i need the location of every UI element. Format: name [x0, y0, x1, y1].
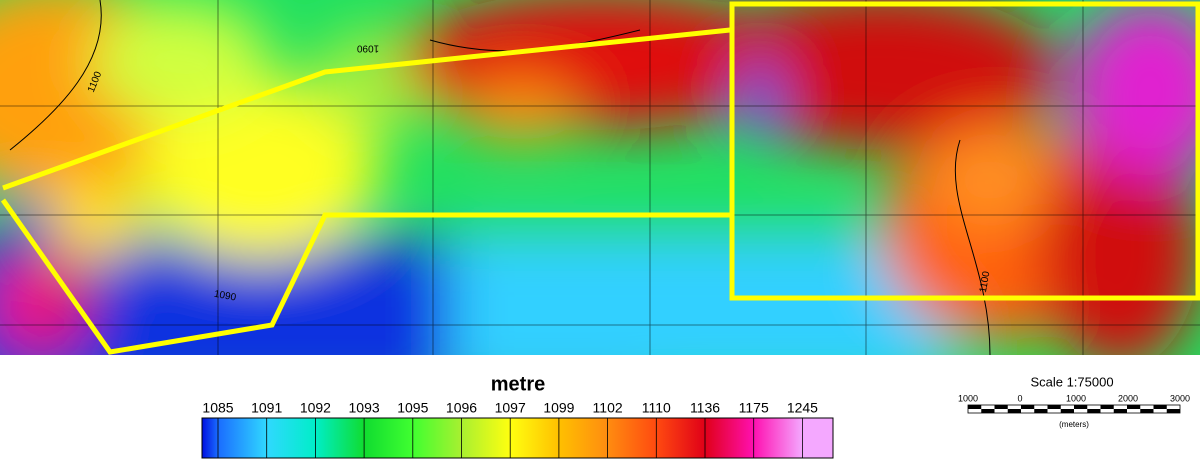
- contour-label: 1100: [978, 270, 993, 294]
- scale-unit: (meters): [1059, 420, 1089, 429]
- scale-label: 2000: [1118, 393, 1138, 403]
- area-outlines: [0, 1, 1200, 355]
- legend-label: 1093: [349, 400, 380, 416]
- scale-cell: [1153, 405, 1167, 409]
- legend-swatch: [656, 418, 705, 458]
- scale-cell: [1113, 409, 1127, 413]
- scale-cell: [1021, 405, 1035, 409]
- scale-cell: [1047, 405, 1061, 409]
- scale-cell: [1166, 409, 1180, 413]
- legend-label: 1095: [397, 400, 428, 416]
- scale-cell: [968, 405, 982, 409]
- legend-label: 1175: [739, 400, 769, 416]
- legend-swatch: [607, 418, 657, 458]
- scale-cell: [1074, 405, 1088, 409]
- legend-label: 1097: [495, 400, 526, 416]
- scale-cell: [1087, 409, 1101, 413]
- legend-swatch: [802, 418, 833, 458]
- legend-label: 1092: [300, 400, 331, 416]
- contour-label: 1090: [213, 289, 237, 304]
- terrain-map: 1100 1090 1090 1100: [0, 0, 1200, 355]
- legend-swatch: [202, 418, 218, 458]
- legend-label: 1099: [543, 400, 574, 416]
- legend-swatch: [315, 418, 365, 458]
- scale-label: 0: [1017, 393, 1022, 403]
- contour-label: 1090: [356, 42, 379, 53]
- legend-swatch: [364, 418, 413, 458]
- scale-title: Scale 1:75000: [1030, 374, 1113, 389]
- scale-frame: [967, 404, 1181, 414]
- legend-swatch: [218, 418, 267, 458]
- scale-cell: [1100, 405, 1114, 409]
- legend-label: 1091: [251, 400, 282, 416]
- scale-cell: [1060, 409, 1074, 413]
- legend-frame: [201, 417, 834, 459]
- legend-swatch: [266, 418, 316, 458]
- legend-swatch: [461, 418, 511, 458]
- legend-label: 1110: [642, 400, 671, 416]
- legend: 1085 1091 1092 1093 1095 1096 1097 1099 1102 1110…: [201, 400, 834, 459]
- scale-cell: [1007, 409, 1021, 413]
- scale-label: 1000: [1066, 393, 1086, 403]
- legend-swatch: [412, 418, 462, 458]
- legend-title: metre: [491, 373, 545, 395]
- legend-label: 1096: [446, 400, 477, 416]
- scale-cell: [981, 409, 995, 413]
- legend-swatch: [705, 418, 754, 458]
- scale-cell: [1034, 409, 1048, 413]
- scale-bar: 1000 0 1000 2000 3000: [958, 393, 1190, 414]
- legend-label: 1245: [787, 400, 818, 416]
- legend-label: 1136: [690, 400, 720, 416]
- legend-label: 1085: [202, 400, 233, 416]
- legend-swatch: [510, 418, 559, 458]
- scale-cell: [1127, 405, 1141, 409]
- legend-swatch: [753, 418, 803, 458]
- scale-cell: [1140, 409, 1154, 413]
- legend-label: 1102: [593, 400, 623, 416]
- scale-cell: [994, 405, 1008, 409]
- scale-label: 3000: [1170, 393, 1190, 403]
- scale-label: 1000: [958, 393, 978, 403]
- legend-swatch: [558, 418, 608, 458]
